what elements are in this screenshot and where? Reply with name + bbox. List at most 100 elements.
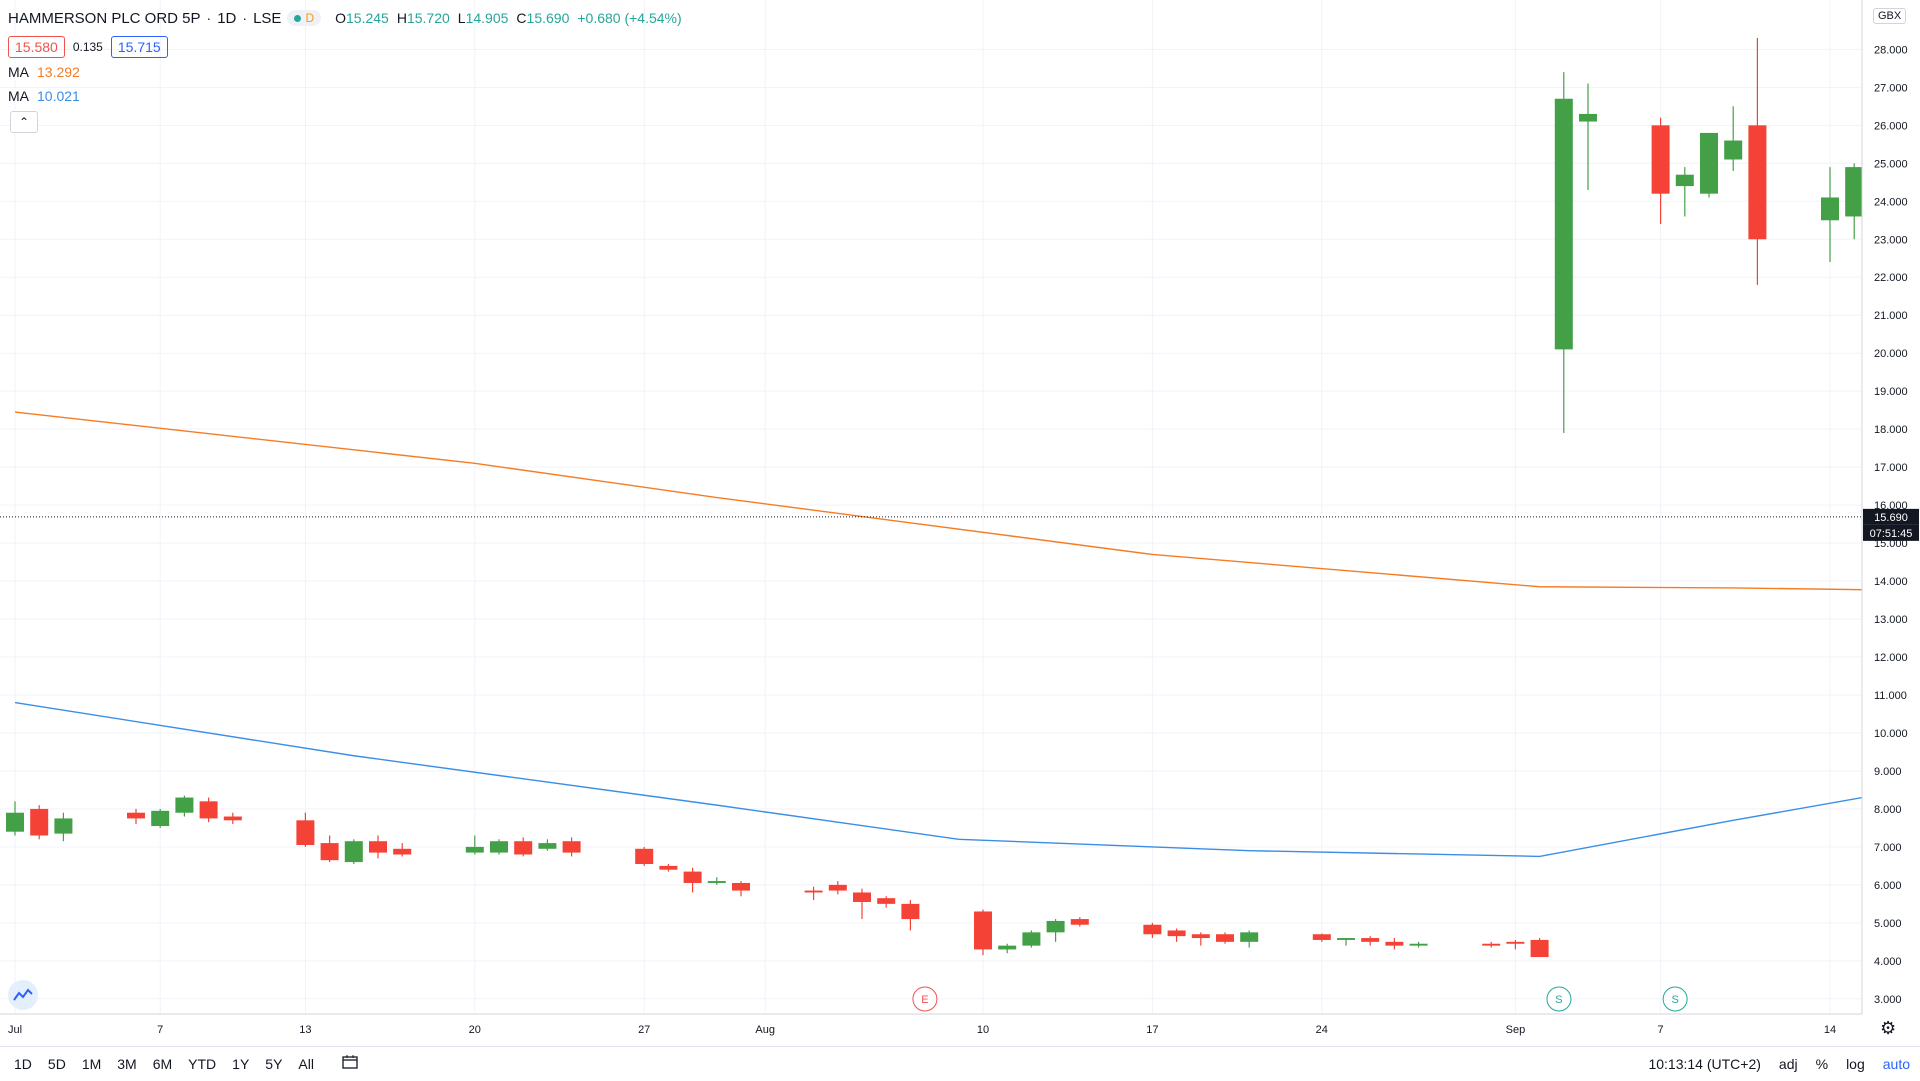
last-price-tag[interactable] [1863,508,1919,525]
candle[interactable] [175,795,194,817]
range-1m[interactable]: 1M [81,1056,102,1072]
range-ytd[interactable]: YTD [188,1056,217,1072]
candle[interactable] [538,839,557,851]
candle[interactable] [635,846,654,866]
candle[interactable] [1046,919,1065,942]
candle[interactable] [998,943,1017,954]
candle[interactable] [465,835,484,855]
candle[interactable] [1361,936,1380,946]
candle[interactable] [151,808,170,828]
candle[interactable] [320,835,339,863]
candle-body [1506,941,1525,944]
goto-date-calendar-icon[interactable] [342,1055,358,1073]
candle-body [1046,920,1065,933]
candle[interactable] [1240,930,1259,948]
currency-badge[interactable]: GBX [1873,8,1907,24]
candle[interactable] [1845,163,1864,240]
candle[interactable] [223,812,242,825]
candle-body [1579,113,1597,122]
candle[interactable] [1579,83,1597,190]
candle[interactable] [1216,932,1234,944]
candle-body [393,848,412,855]
candle[interactable] [1143,922,1162,939]
candle[interactable] [659,863,678,872]
candle[interactable] [296,812,315,847]
candle[interactable] [804,886,823,901]
candle[interactable] [1651,117,1670,225]
candle[interactable] [514,837,533,857]
event-marker-e[interactable]: E [912,986,938,1012]
candle[interactable] [1700,132,1718,198]
candle-body [998,945,1017,950]
candle[interactable] [369,835,387,859]
percent-toggle[interactable]: % [1815,1056,1829,1072]
interval-label[interactable]: 1D [217,9,237,27]
sell-price-button[interactable]: 15.580 [8,36,65,58]
candle[interactable] [344,839,363,864]
candle[interactable] [393,843,412,857]
candle-body [344,841,363,863]
candle[interactable] [1409,941,1428,948]
candle[interactable] [877,896,896,908]
candle-body [1554,98,1573,350]
candle[interactable] [707,877,726,885]
candle-body [1167,930,1186,937]
range-6m[interactable]: 6M [152,1056,173,1072]
range-1y[interactable]: 1Y [232,1056,250,1072]
candle[interactable] [1554,72,1573,433]
tradingview-logo[interactable] [8,980,38,1010]
candle[interactable] [490,839,508,855]
log-toggle[interactable]: log [1846,1056,1865,1072]
price-chart[interactable]: 3.000 4.000 5.000 6.000 7.000 8.000 9.000 10.00… [0,0,1920,1046]
candle[interactable] [974,909,992,956]
range-5y[interactable]: 5Y [265,1056,283,1072]
candle[interactable] [901,900,920,931]
settings-gear-icon[interactable]: ⚙ [1880,1018,1897,1038]
clock-time[interactable]: 10:13:14 (UTC+2) [1648,1056,1761,1072]
candle[interactable] [1385,938,1404,950]
buy-price-button[interactable]: 15.715 [110,36,168,58]
indicator-ma-2[interactable]: MA 10.021 [8,88,682,106]
candle[interactable] [1506,939,1525,950]
range-3m[interactable]: 3M [117,1056,137,1072]
candle[interactable] [1724,106,1743,171]
range-all[interactable]: All [298,1056,314,1072]
candle[interactable] [732,881,750,897]
exchange-label: LSE [253,9,282,27]
candle[interactable] [30,805,49,840]
symbol-title[interactable]: HAMMERSON PLC ORD 5P [8,9,201,27]
candle[interactable] [1167,928,1186,942]
event-marker-s[interactable]: S [1662,986,1688,1012]
candle[interactable] [562,837,581,857]
candle-body [1240,932,1259,942]
range-5d[interactable]: 5D [47,1056,66,1072]
range-1d[interactable]: 1D [14,1056,32,1072]
candle-body [538,843,557,849]
candle[interactable] [54,812,73,842]
y-tick-label: 27.000 [1874,82,1908,94]
candle[interactable] [199,797,218,823]
indicator-label: MA [8,64,29,80]
candle[interactable] [1748,37,1767,285]
candle[interactable] [1337,938,1355,946]
candle[interactable] [1022,930,1041,948]
candle[interactable] [1191,932,1210,946]
candle[interactable] [1675,167,1694,217]
candle[interactable] [1312,933,1331,942]
candle[interactable] [1070,917,1089,927]
candle[interactable] [853,888,871,920]
candle[interactable] [1482,941,1501,948]
market-status-badge[interactable]: D [287,10,322,26]
auto-toggle[interactable]: auto [1882,1056,1910,1072]
candle[interactable] [828,881,847,895]
event-marker-s[interactable]: S [1546,986,1572,1012]
candle[interactable] [127,808,145,825]
collapse-legend-button[interactable]: ⌃ [10,111,38,133]
adj-toggle[interactable]: adj [1778,1056,1798,1072]
candle[interactable] [1821,167,1839,263]
candle[interactable] [1530,938,1549,958]
indicator-ma-1[interactable]: MA 13.292 [8,64,682,82]
y-tick-label: 6.000 [1874,880,1902,892]
candle[interactable] [6,801,24,836]
candle[interactable] [683,867,702,893]
